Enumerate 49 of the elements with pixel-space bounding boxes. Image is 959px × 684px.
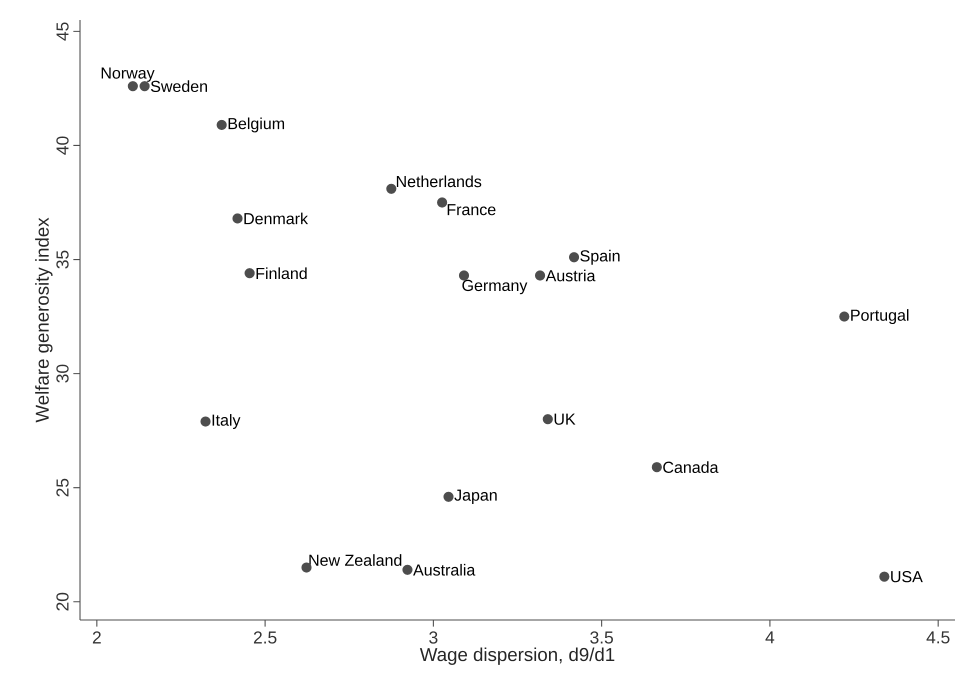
annotation: Canada	[663, 461, 718, 473]
x-axis-title: Wage dispersion, d9/d1	[420, 647, 614, 665]
annotation: Italy	[212, 414, 240, 429]
y-tick-label: 35	[56, 250, 69, 268]
point	[568, 252, 580, 262]
annotation: France	[448, 204, 496, 216]
x-tick-label: 2	[92, 631, 101, 644]
point	[216, 120, 227, 130]
y-axis-title: Welfare generosity index	[35, 218, 53, 422]
point	[200, 416, 211, 427]
annotation: Norway	[102, 68, 155, 82]
point	[443, 492, 454, 502]
x-tick-label: 2.5	[254, 631, 276, 644]
annotation: Australia	[413, 564, 476, 576]
y-tick-label: 25	[56, 478, 69, 496]
point	[128, 81, 138, 92]
point	[879, 572, 890, 582]
point	[402, 564, 413, 575]
annotation: USA	[891, 570, 923, 582]
point	[534, 270, 546, 281]
point	[458, 270, 470, 281]
annotation: Japan	[454, 490, 497, 504]
x-tick-label: 4	[765, 631, 774, 644]
point	[542, 414, 553, 424]
x-tick-label: 3.5	[590, 631, 613, 644]
annotation: Sweden	[150, 80, 207, 92]
y-tick-label: 45	[56, 22, 69, 41]
y-tick-label: 40	[56, 136, 69, 155]
annotation: Finland	[256, 267, 307, 280]
point	[652, 462, 662, 472]
point	[244, 268, 255, 278]
y-tick-label: 30	[56, 364, 69, 383]
point	[386, 184, 396, 194]
annotation: New Zealand	[309, 554, 402, 566]
annotation: Austria	[546, 270, 596, 282]
annotation: Denmark	[244, 212, 308, 224]
annotation: Germany	[462, 280, 528, 294]
annotation: UK	[554, 414, 576, 425]
point	[839, 311, 850, 322]
x-tick-label: 3	[429, 631, 438, 644]
annotation: Spain	[580, 250, 620, 265]
point	[140, 81, 150, 92]
annotation: Portugal	[851, 309, 908, 324]
point	[232, 213, 243, 224]
point	[437, 197, 448, 208]
y-tick-label: 20	[56, 592, 69, 610]
x-tick-label: 4.5	[926, 631, 950, 644]
annotation: Netherlands	[396, 175, 482, 188]
annotation: Belgium	[228, 117, 284, 132]
